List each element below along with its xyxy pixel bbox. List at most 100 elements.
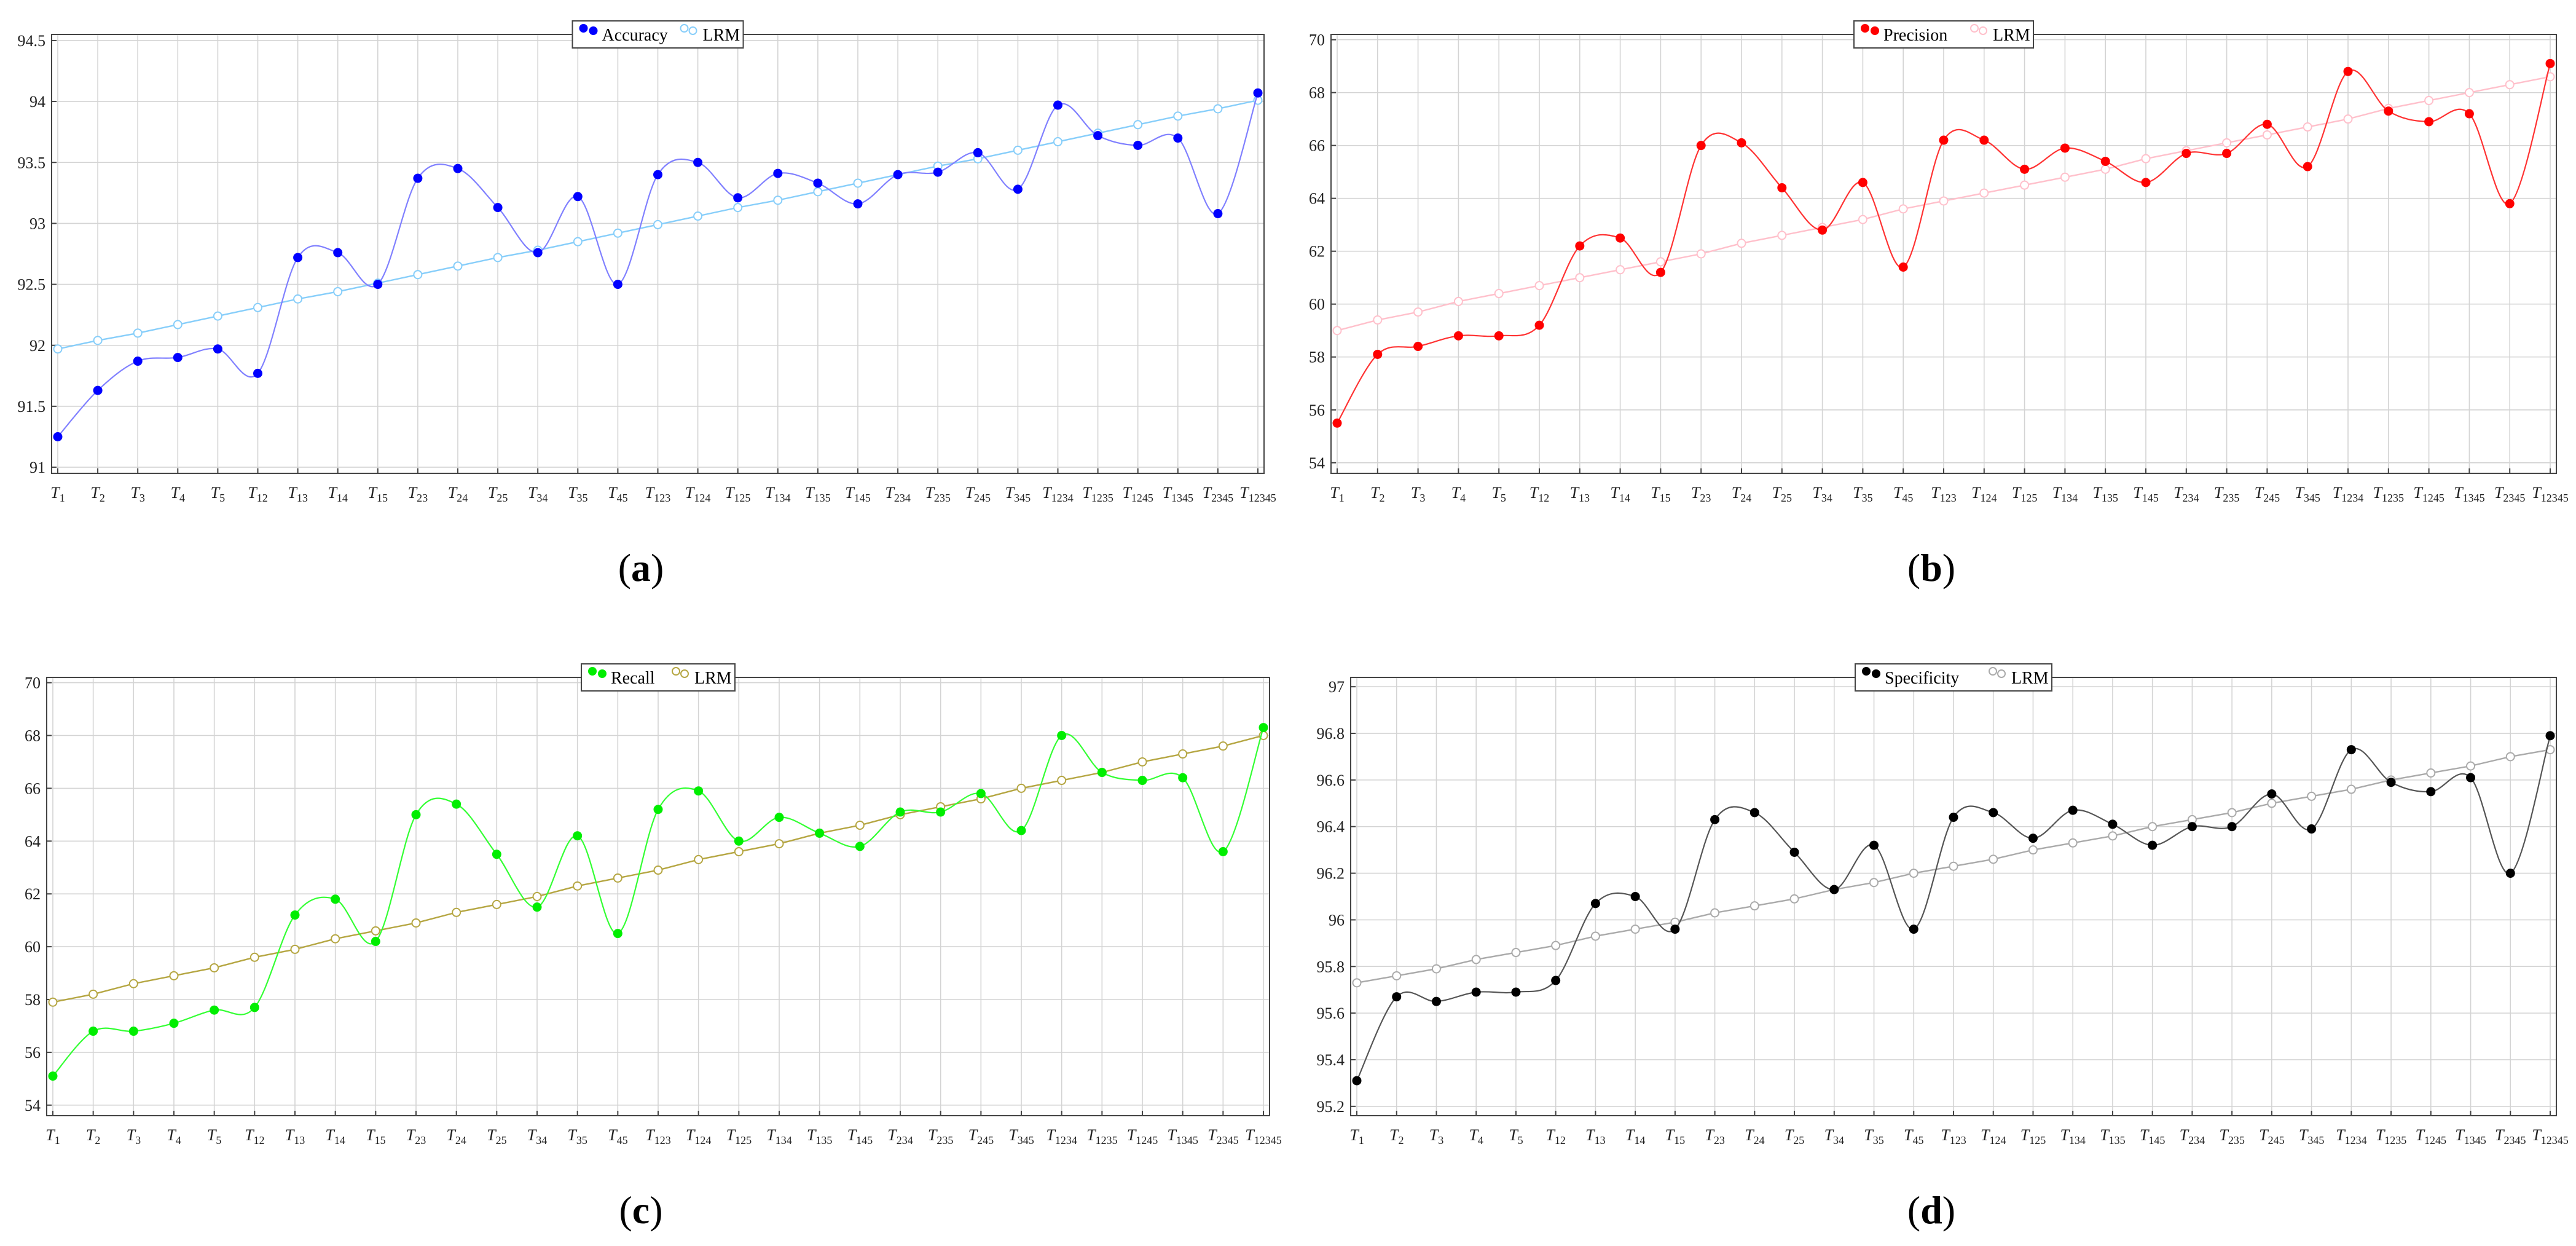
y-tick-label: 91 — [29, 459, 45, 476]
data-point-metric — [1218, 846, 1228, 856]
data-point-metric — [1511, 987, 1521, 997]
data-point-lrm — [613, 228, 622, 238]
data-point-lrm — [173, 320, 183, 329]
data-point-metric — [173, 353, 183, 363]
data-point-metric — [893, 170, 903, 179]
series-lrm — [48, 730, 1268, 1007]
data-point-lrm — [2307, 791, 2317, 801]
data-point-lrm — [774, 839, 784, 849]
series-line-metric — [1337, 63, 2551, 424]
x-tick-label: T15 — [368, 484, 388, 504]
data-point-lrm — [1133, 120, 1143, 130]
data-point-lrm — [653, 865, 663, 875]
data-point-lrm — [734, 846, 744, 856]
legend-marker — [1970, 24, 1979, 33]
x-tick-label: T124 — [686, 1126, 711, 1146]
data-point-metric — [1909, 925, 1918, 934]
x-tick-label: T234 — [2180, 1126, 2205, 1146]
legend-label: LRM — [2011, 669, 2049, 688]
data-point-lrm — [48, 997, 58, 1007]
data-point-metric — [1494, 331, 1504, 341]
data-point-lrm — [1909, 869, 1918, 878]
y-tick-label: 92.5 — [18, 276, 46, 294]
data-point-metric — [2307, 824, 2317, 834]
x-tick-label: T134 — [2060, 1126, 2085, 1146]
y-tick-label: 93 — [29, 215, 45, 232]
legend: Precision LRM — [1853, 20, 2034, 49]
y-tick-label: 96.8 — [1317, 725, 1345, 743]
data-point-lrm — [532, 892, 542, 901]
x-tick-label: T12 — [248, 484, 267, 504]
data-point-metric — [2222, 149, 2232, 159]
x-tick-label: T1245 — [1127, 1126, 1158, 1146]
data-point-metric — [532, 902, 542, 912]
x-tick-label: T1235 — [2373, 484, 2404, 504]
data-point-metric — [1858, 178, 1867, 187]
legend-marker — [1989, 667, 1997, 676]
data-point-metric — [1737, 138, 1746, 148]
data-point-metric — [373, 280, 383, 290]
x-tick-label: T134 — [765, 484, 790, 504]
x-axis: T1 T2 T3 T4 T5 T12 T13 T14 T15 T23 T24 T25 T34 T35 T45… — [50, 468, 1276, 504]
x-tick-label: T134 — [2052, 484, 2078, 504]
x-tick-label: T3 — [127, 1126, 141, 1146]
data-point-metric — [1869, 840, 1879, 850]
x-tick-label: T1245 — [2416, 1126, 2446, 1146]
x-tick-label: T13 — [1570, 484, 1590, 504]
legend-label: LRM — [694, 669, 732, 688]
legend-label: Recall — [611, 669, 655, 688]
series-precision — [1332, 58, 2555, 428]
data-point-metric — [1979, 135, 1989, 145]
y-axis: 91 91.5 92 92.5 93 93.5 94 94.5 — [18, 32, 57, 476]
x-tick-label: T24 — [448, 484, 468, 504]
data-point-metric — [1749, 808, 1759, 818]
x-tick-label: T35 — [567, 1126, 587, 1146]
data-point-metric — [2545, 731, 2555, 741]
panel-d-specificity-chart: 95.2 95.4 95.6 95.8 96 96.2 96.4 96.6 96.8 97 T1 T2… — [1317, 663, 2569, 1146]
x-tick-label: T1345 — [1163, 484, 1193, 504]
data-point-lrm — [694, 854, 704, 864]
data-point-lrm — [613, 873, 622, 883]
data-point-metric — [371, 937, 380, 947]
x-tick-label: T125 — [725, 484, 750, 504]
data-point-metric — [290, 910, 300, 920]
series-specificity — [1352, 731, 2555, 1086]
data-point-metric — [2060, 143, 2070, 153]
x-tick-label: T45 — [1893, 484, 1913, 504]
data-point-metric — [1332, 418, 1342, 428]
y-tick-label: 62 — [25, 885, 41, 903]
data-point-lrm — [331, 934, 340, 944]
x-tick-label: T124 — [1981, 1126, 2006, 1146]
data-point-lrm — [2505, 80, 2515, 90]
y-tick-label: 68 — [1309, 84, 1325, 102]
data-point-lrm — [492, 899, 501, 909]
data-point-metric — [933, 167, 943, 177]
data-point-lrm — [1630, 925, 1640, 934]
y-tick-label: 94.5 — [18, 32, 46, 50]
legend-label: Accuracy — [602, 26, 668, 45]
data-point-metric — [1829, 885, 1839, 894]
x-tick-label: T15 — [1651, 484, 1670, 504]
data-point-metric — [2181, 149, 2191, 159]
legend-box — [1853, 20, 2034, 49]
data-point-metric — [1373, 349, 1383, 359]
x-tick-label: T2345 — [1208, 1126, 1238, 1146]
x-tick-label: T4 — [167, 1126, 181, 1146]
x-axis: T1 T2 T3 T4 T5 T12 T13 T14 T15 T23 T24 T25 T34 T35 T45… — [45, 1111, 1282, 1146]
x-tick-label: T45 — [1904, 1126, 1923, 1146]
x-tick-label: T2345 — [1203, 484, 1233, 504]
legend-box — [581, 663, 736, 692]
x-tick-label: T235 — [925, 484, 950, 504]
x-tick-label: T1345 — [1167, 1126, 1198, 1146]
x-tick-label: T24 — [1745, 1126, 1764, 1146]
data-point-lrm — [1178, 749, 1188, 759]
data-point-metric — [734, 836, 744, 846]
x-tick-label: T123 — [645, 1126, 670, 1146]
y-tick-label: 91.5 — [18, 398, 46, 416]
data-point-lrm — [2426, 768, 2436, 778]
x-tick-label: T3 — [130, 484, 144, 504]
data-point-metric — [169, 1019, 179, 1028]
caption-a: (a) — [618, 546, 664, 589]
x-tick-label: T12 — [1545, 1126, 1565, 1146]
x-axis: T1 T2 T3 T4 T5 T12 T13 T14 T15 T23 T24 T25 T34 T35 T45… — [1330, 468, 2569, 504]
